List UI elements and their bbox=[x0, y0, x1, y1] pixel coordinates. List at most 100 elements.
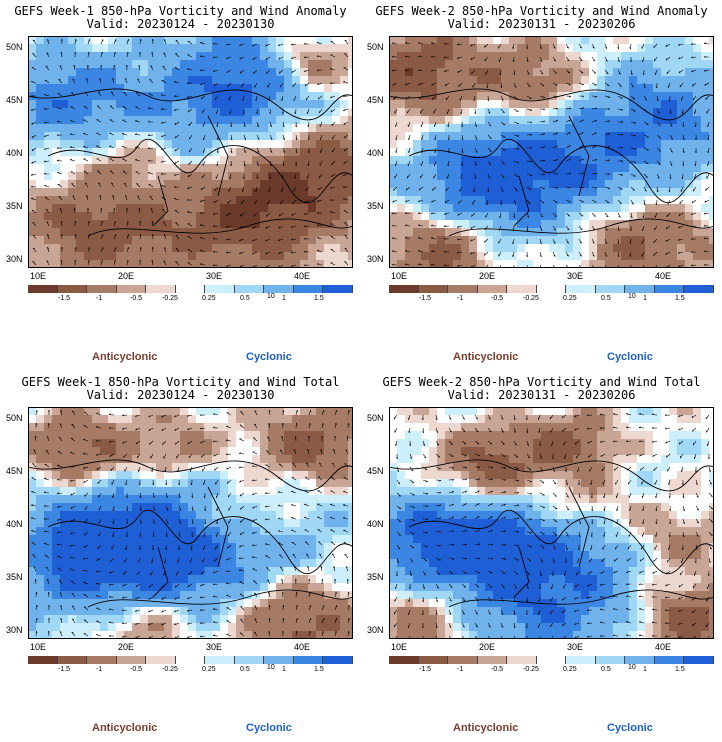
vorticity-cell bbox=[549, 60, 557, 68]
vorticity-cell bbox=[68, 244, 76, 252]
vorticity-cell bbox=[340, 479, 348, 487]
wind-arrow-head bbox=[98, 91, 101, 94]
vorticity-cell bbox=[28, 124, 36, 132]
wind-arrow-head bbox=[655, 86, 658, 89]
vorticity-cell bbox=[36, 503, 44, 511]
wind-arrow-head bbox=[530, 134, 533, 136]
wind-arrow-head bbox=[405, 83, 407, 86]
vorticity-cell bbox=[469, 180, 477, 188]
vorticity-cell bbox=[196, 543, 204, 551]
wind-arrow-head bbox=[470, 57, 473, 60]
vorticity-cell bbox=[493, 156, 501, 164]
vorticity-cell bbox=[228, 479, 236, 487]
wind-arrow-head bbox=[405, 42, 408, 44]
vorticity-cell bbox=[164, 495, 172, 503]
wind-arrow-head bbox=[457, 264, 459, 267]
vorticity-cell bbox=[244, 423, 252, 431]
vorticity-cell bbox=[84, 212, 92, 220]
wind-arrow-head bbox=[88, 259, 90, 263]
wind-arrow-head bbox=[474, 177, 476, 180]
vorticity-cell bbox=[501, 116, 509, 124]
vorticity-cell bbox=[108, 511, 116, 519]
vorticity-cell bbox=[429, 108, 437, 116]
vorticity-cell bbox=[100, 228, 108, 236]
wind-arrow-head bbox=[605, 60, 608, 62]
wind-arrow-head bbox=[134, 146, 138, 148]
vorticity-cell bbox=[332, 455, 340, 463]
wind-arrow bbox=[72, 78, 76, 84]
vorticity-cell bbox=[589, 172, 597, 180]
vorticity-cell bbox=[605, 228, 613, 236]
vorticity-cell bbox=[212, 164, 220, 172]
vorticity-cell bbox=[485, 76, 493, 84]
wind-arrow-head bbox=[582, 187, 585, 189]
vorticity-cell bbox=[461, 252, 469, 260]
vorticity-cell bbox=[220, 519, 228, 527]
vorticity-cell bbox=[196, 116, 204, 124]
wind-arrow bbox=[239, 238, 245, 242]
vorticity-cell bbox=[220, 76, 228, 84]
vorticity-cell bbox=[28, 188, 36, 196]
vorticity-cell bbox=[36, 196, 44, 204]
vorticity-cell bbox=[92, 108, 100, 116]
wind-arrow-head bbox=[621, 146, 624, 149]
wind-arrow-head bbox=[46, 221, 49, 223]
wind-arrow-head bbox=[608, 173, 611, 176]
vorticity-cell bbox=[172, 447, 180, 455]
wind-arrow bbox=[470, 43, 476, 47]
vorticity-cell bbox=[485, 260, 493, 268]
vorticity-cell bbox=[100, 471, 108, 479]
vorticity-cell bbox=[228, 68, 236, 76]
wind-arrow bbox=[343, 198, 349, 201]
vorticity-cell bbox=[196, 140, 204, 148]
vorticity-cell bbox=[653, 60, 661, 68]
vorticity-cell bbox=[693, 188, 701, 196]
vorticity-cell bbox=[116, 156, 124, 164]
vorticity-cell bbox=[340, 447, 348, 455]
vorticity-cell bbox=[525, 108, 533, 116]
wind-arrow-head bbox=[342, 185, 345, 188]
vorticity-cell bbox=[148, 188, 156, 196]
wind-arrow bbox=[498, 225, 502, 231]
vorticity-cell bbox=[188, 252, 196, 260]
vorticity-cell bbox=[212, 252, 220, 260]
wind-arrow bbox=[432, 95, 437, 100]
vorticity-cell bbox=[76, 180, 84, 188]
vorticity-cell bbox=[485, 60, 493, 68]
vorticity-cell bbox=[509, 212, 517, 220]
vorticity-cell bbox=[693, 116, 701, 124]
vorticity-cell bbox=[693, 140, 701, 148]
vorticity-cell bbox=[453, 172, 461, 180]
vorticity-cell bbox=[36, 212, 44, 220]
vorticity-cell bbox=[76, 172, 84, 180]
wind-arrow bbox=[293, 95, 297, 101]
vorticity-cell bbox=[621, 148, 629, 156]
vorticity-cell bbox=[348, 172, 353, 180]
wind-arrow bbox=[213, 69, 219, 73]
panel-valid-dates: Valid: 20230124 - 20230130 bbox=[86, 17, 275, 31]
vorticity-cell bbox=[348, 471, 353, 479]
wind-arrow bbox=[74, 247, 77, 253]
vorticity-cell bbox=[348, 260, 353, 268]
vorticity-cell bbox=[116, 487, 124, 495]
wind-arrow bbox=[150, 65, 154, 71]
vorticity-cell bbox=[421, 124, 429, 132]
vorticity-cell bbox=[100, 92, 108, 100]
vorticity-cell bbox=[268, 68, 276, 76]
wind-arrow-head bbox=[677, 251, 680, 254]
vorticity-cell bbox=[140, 519, 148, 527]
vorticity-cell bbox=[188, 228, 196, 236]
wind-arrow-head bbox=[431, 83, 433, 86]
vorticity-cell bbox=[156, 519, 164, 527]
vorticity-cell bbox=[348, 92, 353, 100]
vorticity-cell bbox=[332, 84, 340, 92]
vorticity-cell bbox=[204, 479, 212, 487]
vorticity-cell bbox=[196, 455, 204, 463]
wind-arrow-head bbox=[579, 254, 582, 257]
vorticity-cell bbox=[485, 84, 493, 92]
vorticity-cell bbox=[549, 36, 557, 44]
wind-arrow-head bbox=[707, 124, 709, 127]
vorticity-cell bbox=[565, 204, 573, 212]
vorticity-cell bbox=[340, 543, 348, 551]
vorticity-cell bbox=[260, 124, 268, 132]
